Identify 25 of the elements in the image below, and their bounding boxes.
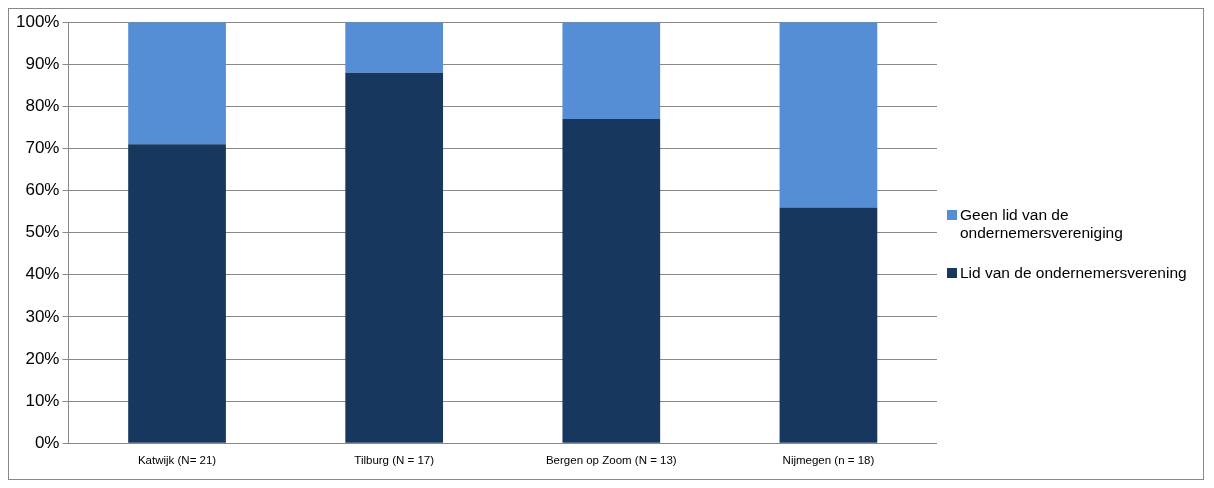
- bar: [562, 22, 661, 120]
- bar: [779, 22, 878, 208]
- y-tick-label: 60%: [25, 180, 60, 200]
- x-tick-label: Bergen op Zoom (N = 13): [545, 454, 677, 467]
- bar: [562, 119, 661, 443]
- y-tick-label: 50%: [25, 222, 60, 242]
- bar: [128, 144, 226, 443]
- bar: [345, 72, 444, 443]
- y-tick-label: 10%: [25, 390, 60, 410]
- bar: [128, 22, 226, 145]
- y-tick-label: 100%: [16, 11, 60, 31]
- y-tick-label: 40%: [25, 264, 60, 284]
- y-tick-label: 0%: [34, 432, 60, 452]
- y-tick-label: 30%: [25, 306, 60, 326]
- y-tick-label: 90%: [25, 53, 60, 73]
- y-tick-label: 70%: [25, 138, 60, 158]
- y-tick-label: 20%: [25, 348, 60, 368]
- x-tick-label: Katwijk (N= 21): [137, 454, 217, 467]
- y-tick-label: 80%: [25, 96, 60, 116]
- x-tick-label: Tilburg (N = 17): [354, 454, 435, 467]
- legend-label: Lid van de ondernemersverening: [960, 264, 1187, 282]
- bar: [779, 207, 878, 443]
- bar: [345, 22, 444, 73]
- x-tick-label: Nijmegen (n = 18): [782, 454, 875, 467]
- legend-label: Geen lid van de ondernemersvereniging: [960, 206, 1124, 242]
